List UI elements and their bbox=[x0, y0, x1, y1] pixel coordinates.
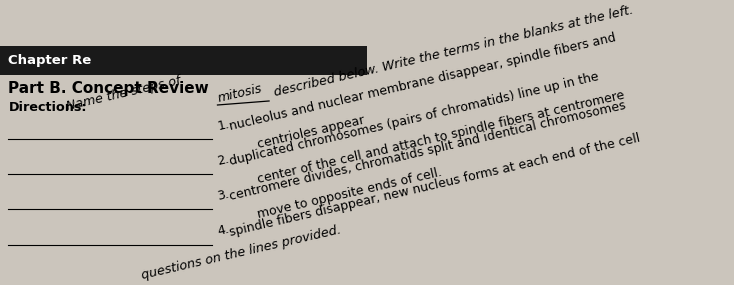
Text: centromere divides, chromatids split and identical chromosomes: centromere divides, chromatids split and… bbox=[228, 99, 627, 203]
Text: Directions:: Directions: bbox=[9, 101, 87, 114]
Text: nucleolus and nuclear membrane disappear, spindle fibers and: nucleolus and nuclear membrane disappear… bbox=[228, 32, 617, 133]
Text: centrioles appear: centrioles appear bbox=[256, 114, 366, 151]
Text: 4.: 4. bbox=[216, 223, 230, 238]
Text: duplicated chromosomes (pairs of chromatids) line up in the: duplicated chromosomes (pairs of chromat… bbox=[228, 70, 600, 168]
Text: 2.: 2. bbox=[216, 152, 230, 168]
Text: 3.: 3. bbox=[216, 188, 230, 203]
Text: mitosis: mitosis bbox=[216, 82, 264, 105]
Text: questions on the lines provided.: questions on the lines provided. bbox=[139, 224, 342, 282]
Text: Chapter Re: Chapter Re bbox=[9, 54, 92, 67]
Text: Part B. Concept Review: Part B. Concept Review bbox=[9, 81, 209, 96]
Text: center of the cell and attach to spindle fibers at centromere: center of the cell and attach to spindle… bbox=[256, 89, 626, 186]
Text: move to opposite ends of cell.: move to opposite ends of cell. bbox=[256, 166, 443, 221]
Text: spindle fibers disappear, new nucleus forms at each end of the cell: spindle fibers disappear, new nucleus fo… bbox=[228, 132, 642, 239]
Text: described below. Write the terms in the blanks at the left.: described below. Write the terms in the … bbox=[268, 3, 634, 100]
Text: 1.: 1. bbox=[216, 117, 230, 133]
FancyBboxPatch shape bbox=[0, 46, 367, 75]
Text: Name the steps of: Name the steps of bbox=[61, 73, 186, 114]
